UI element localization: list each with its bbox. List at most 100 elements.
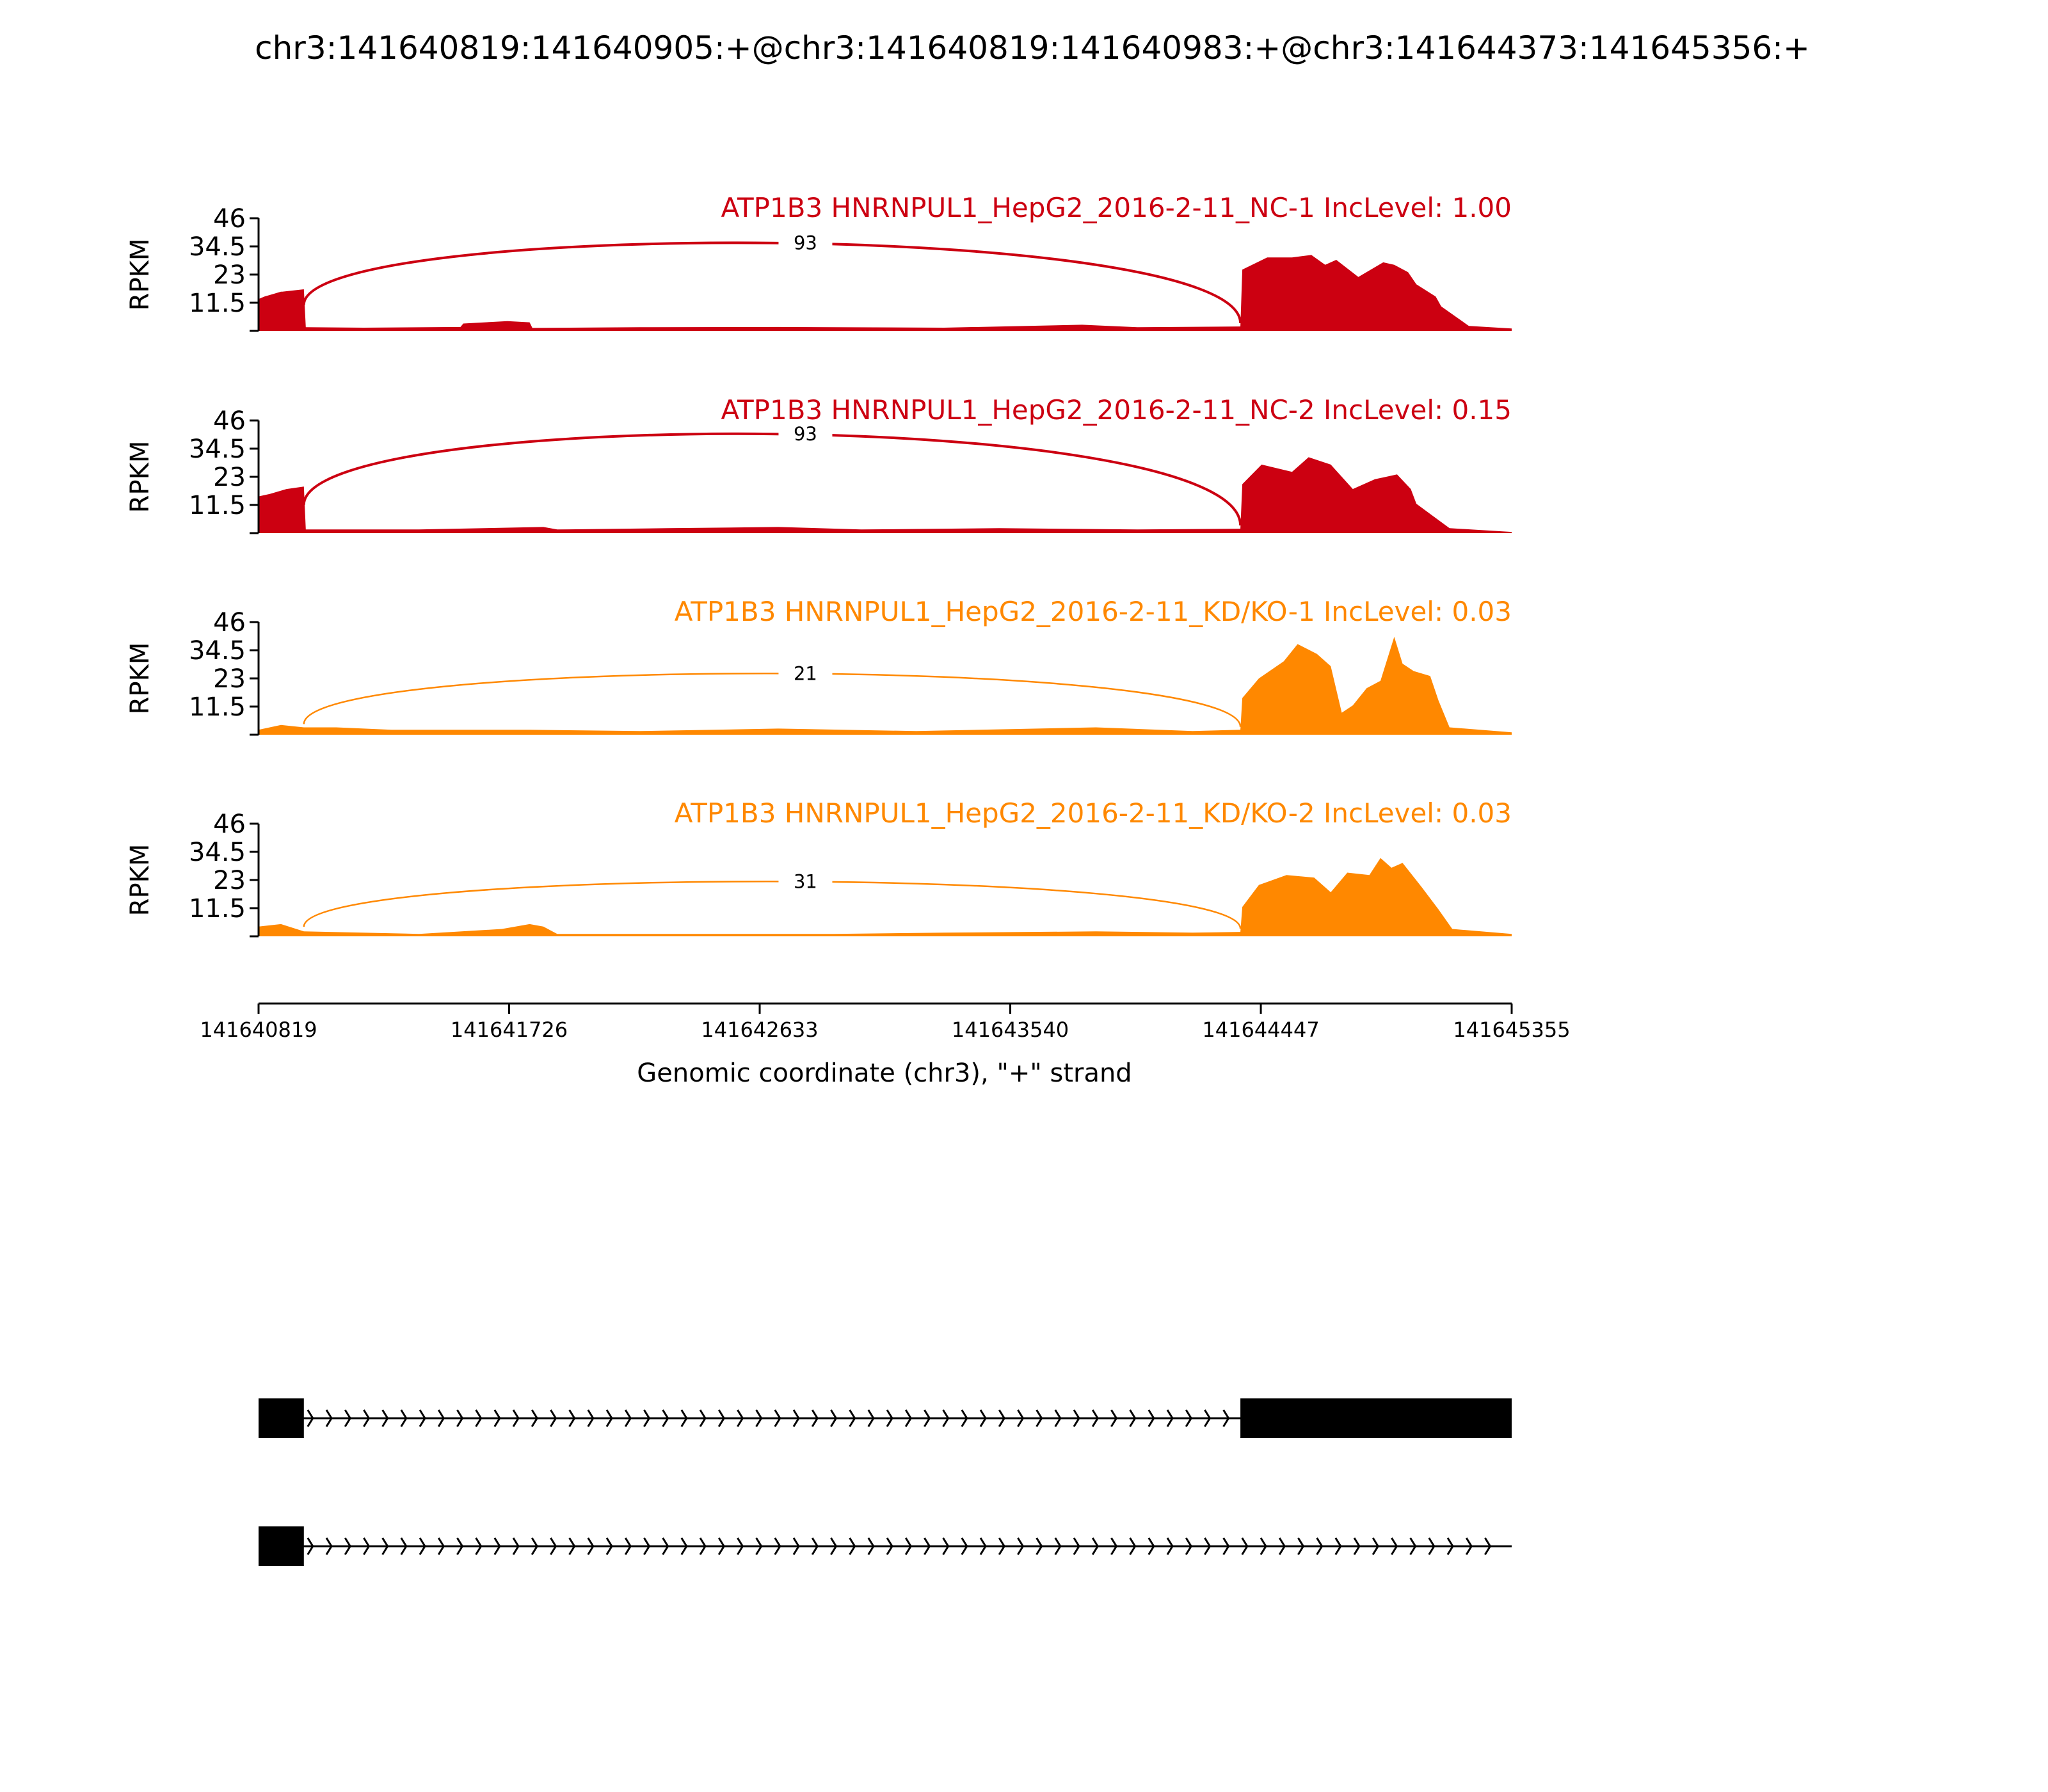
strand-arrow-icon — [811, 1409, 819, 1427]
strand-arrow-icon — [717, 1537, 725, 1555]
strand-arrow-icon — [792, 1537, 800, 1555]
strand-arrow-icon — [1017, 1537, 1025, 1555]
strand-arrow-icon — [867, 1537, 875, 1555]
strand-arrow-icon — [662, 1537, 669, 1555]
y-tick-label: 46 — [213, 204, 246, 234]
coverage-area — [259, 457, 1512, 533]
strand-arrow-icon — [456, 1537, 464, 1555]
strand-arrow-icon — [998, 1537, 1005, 1555]
strand-arrow-icon — [1054, 1537, 1062, 1555]
junction-arc — [303, 659, 1242, 727]
strand-arrow-icon — [998, 1409, 1005, 1427]
strand-arrow-icon — [605, 1409, 613, 1427]
y-tick-label: 46 — [213, 406, 246, 436]
strand-arrow-icon — [680, 1537, 688, 1555]
gene-model-track — [259, 1398, 1512, 1566]
strand-arrow-icon — [1465, 1537, 1473, 1555]
coverage-area — [259, 637, 1512, 735]
strand-arrow-icon — [662, 1409, 669, 1427]
junction-count-label: 93 — [794, 232, 817, 254]
strand-arrow-icon — [624, 1537, 632, 1555]
strand-arrow-icon — [643, 1537, 651, 1555]
strand-arrow-icon — [624, 1409, 632, 1427]
strand-arrow-icon — [1484, 1537, 1492, 1555]
panel-kd-1: 21 ATP1B3 HNRNPUL1_HepG2_2016-2-11_KD/KO… — [125, 596, 1512, 736]
strand-arrow-icon — [774, 1409, 781, 1427]
strand-arrow-icon — [680, 1409, 688, 1427]
y-tick-label: 46 — [213, 608, 246, 637]
x-tick-label: 141643540 — [952, 1018, 1069, 1042]
y-tick-label: 11.5 — [189, 692, 246, 722]
strand-arrow-icon — [961, 1537, 968, 1555]
strand-arrow-icon — [325, 1409, 333, 1427]
strand-arrow-icon — [867, 1409, 875, 1427]
strand-arrow-icon — [1129, 1537, 1137, 1555]
junction-label-bg — [778, 659, 833, 687]
strand-arrow-icon — [550, 1537, 557, 1555]
strand-arrow-icon — [325, 1537, 333, 1555]
y-tick-label: 11.5 — [189, 289, 246, 318]
y-tick-label: 34.5 — [189, 232, 246, 262]
strand-arrow-icon — [755, 1409, 763, 1427]
junction-label-bg — [778, 420, 833, 447]
strand-arrow-icon — [849, 1409, 856, 1427]
strand-arrow-icon — [699, 1409, 707, 1427]
junction-arc-path — [302, 432, 1242, 526]
strand-arrow-icon — [307, 1537, 314, 1555]
junction-arc-path — [303, 881, 1242, 929]
y-axis-label: RPKM — [125, 239, 155, 311]
x-axis: 141640819 141641726 141642633 141643540 1416… — [200, 1002, 1571, 1042]
strand-arrow-icon — [307, 1409, 314, 1427]
junction-count-label: 93 — [794, 423, 817, 445]
y-tick-label: 23 — [213, 463, 246, 492]
strand-arrow-icon — [1148, 1537, 1155, 1555]
x-tick-label: 141644447 — [1202, 1018, 1319, 1042]
exon-block — [259, 1398, 304, 1438]
strand-arrow-icon — [830, 1537, 838, 1555]
strand-arrow-icon — [363, 1409, 371, 1427]
strand-arrow-icon — [1148, 1409, 1155, 1427]
strand-arrow-icon — [904, 1409, 912, 1427]
strand-arrow-icon — [830, 1409, 838, 1427]
strand-arrow-icon — [1110, 1537, 1118, 1555]
strand-arrow-icon — [1091, 1409, 1099, 1427]
strand-arrow-icon — [587, 1537, 595, 1555]
junction-arc — [302, 228, 1242, 324]
x-tick-label: 141645355 — [1453, 1018, 1570, 1042]
strand-arrow-icon — [1129, 1409, 1137, 1427]
coverage-area-path — [259, 457, 1512, 533]
strand-arrow-icon — [924, 1409, 931, 1427]
strand-arrow-icon — [1073, 1537, 1080, 1555]
strand-arrow-icon — [1073, 1409, 1080, 1427]
junction-count-label: 21 — [794, 662, 817, 684]
panel-kd-2: 31 ATP1B3 HNRNPUL1_HepG2_2016-2-11_KD/KO… — [125, 797, 1512, 938]
strand-arrow-icon — [437, 1537, 445, 1555]
strand-arrow-icon — [605, 1537, 613, 1555]
strand-arrow-icon — [456, 1409, 464, 1427]
strand-arrow-icon — [531, 1537, 538, 1555]
strand-arrow-icon — [1036, 1537, 1043, 1555]
strand-arrow-icon — [1204, 1537, 1212, 1555]
strand-arrow-icon — [493, 1537, 501, 1555]
strand-arrow-icon — [568, 1409, 576, 1427]
strand-arrow-icon — [381, 1409, 389, 1427]
panel-nc-2: 93 ATP1B3 HNRNPUL1_HepG2_2016-2-11_NC-2 … — [125, 394, 1512, 534]
strand-arrow-icon — [774, 1537, 781, 1555]
strand-arrow-icon — [942, 1537, 950, 1555]
panel-nc-1: 93 ATP1B3 HNRNPUL1_HepG2_2016-2-11_NC-1 … — [125, 192, 1512, 332]
strand-arrow-icon — [699, 1537, 707, 1555]
strand-arrow-icon — [755, 1537, 763, 1555]
y-tick-label: 23 — [213, 866, 246, 895]
y-tick-label: 34.5 — [189, 435, 246, 464]
junction-arc — [302, 420, 1242, 526]
transcript-model — [259, 1398, 1512, 1438]
junction-count-label: 31 — [794, 870, 817, 892]
junction-label-bg — [778, 228, 833, 256]
strand-arrow-icon — [737, 1537, 744, 1555]
y-axis-label: RPKM — [125, 844, 155, 916]
strand-arrow-icon — [419, 1537, 426, 1555]
strand-arrow-icon — [381, 1537, 389, 1555]
strand-arrow-icon — [811, 1537, 819, 1555]
strand-arrow-icon — [849, 1537, 856, 1555]
